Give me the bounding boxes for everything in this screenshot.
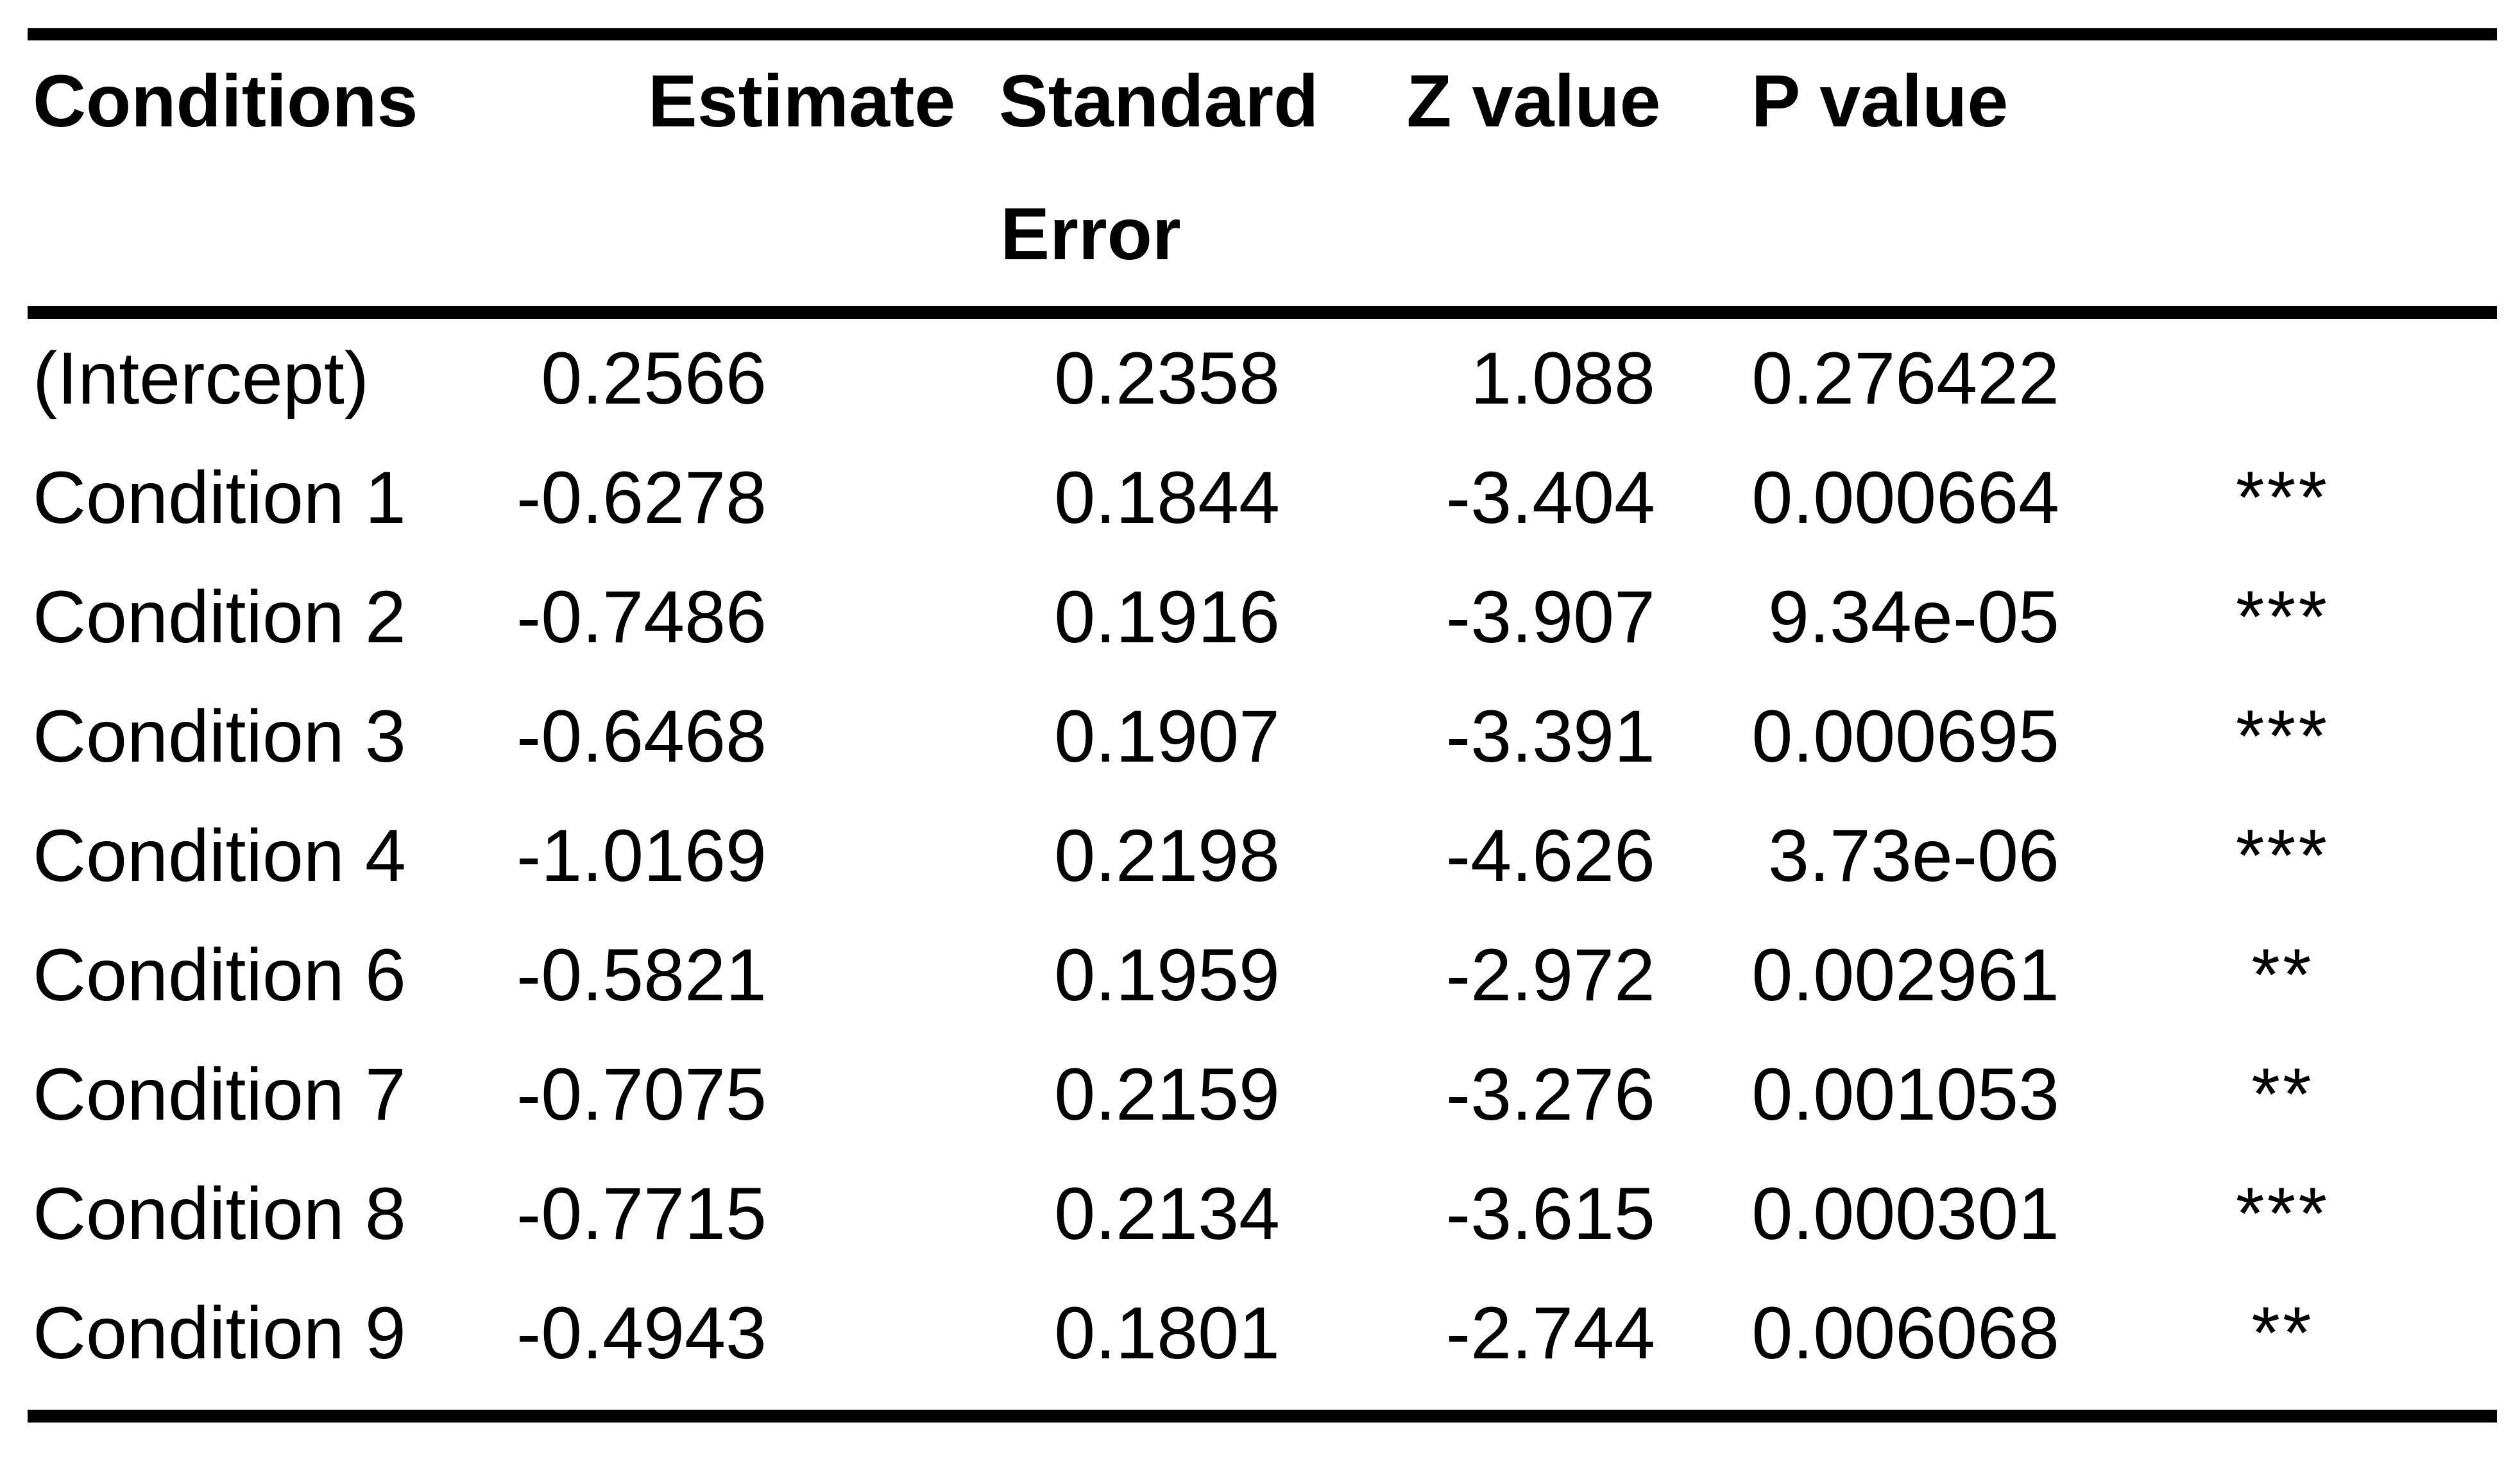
significance-cell: ***	[2235, 814, 2330, 897]
std-error-cell: 0.2159	[1054, 1053, 1280, 1136]
std-error-cell: 0.1959	[1054, 934, 1280, 1016]
std-error-cell: 0.1801	[1054, 1292, 1280, 1374]
condition-cell: Condition 1	[33, 456, 406, 539]
column-header-standard-error-line1: Standard	[999, 60, 1319, 142]
significance-cell: ***	[2235, 576, 2330, 658]
condition-cell: Condition 8	[33, 1172, 406, 1255]
std-error-cell: 0.2198	[1054, 814, 1280, 897]
estimate-cell: -0.6468	[516, 695, 767, 778]
std-error-cell: 0.1844	[1054, 456, 1280, 539]
z-value-cell: -2.972	[1445, 934, 1655, 1016]
p-value-cell: 0.006068	[1751, 1292, 2059, 1374]
table-row: Condition 2 -0.7486 0.1916 -3.907 9.34e-…	[28, 558, 2497, 677]
table-row: Condition 9 -0.4943 0.1801 -2.744 0.0060…	[28, 1274, 2497, 1393]
column-header-conditions: Conditions	[33, 60, 418, 142]
p-value-cell: 0.000695	[1751, 695, 2059, 778]
z-value-cell: -2.744	[1445, 1292, 1655, 1374]
significance-cell: ***	[2235, 695, 2330, 778]
column-header-z-value: Z value	[1406, 60, 1661, 142]
z-value-cell: 1.088	[1470, 337, 1655, 420]
estimate-cell: -0.7486	[516, 576, 767, 658]
z-value-cell: -3.276	[1445, 1053, 1655, 1136]
p-value-cell: 0.000664	[1751, 456, 2059, 539]
p-value-cell: 0.276422	[1751, 337, 2059, 420]
table-body: (Intercept) 0.2566 0.2358 1.088 0.276422…	[28, 319, 2497, 1393]
significance-cell: **	[2251, 1053, 2314, 1136]
std-error-cell: 0.1907	[1054, 695, 1280, 778]
regression-table: Conditions Estimate Standard Z value P v…	[28, 28, 2497, 1423]
z-value-cell: -3.615	[1445, 1172, 1655, 1255]
z-value-cell: -3.907	[1445, 576, 1655, 658]
std-error-cell: 0.2134	[1054, 1172, 1280, 1255]
table-row: Condition 6 -0.5821 0.1959 -2.972 0.0029…	[28, 916, 2497, 1035]
bottom-rule	[28, 1410, 2497, 1423]
estimate-cell: -0.5821	[516, 934, 767, 1016]
table-header-row-line2: Error	[28, 162, 2497, 306]
z-value-cell: -4.626	[1445, 814, 1655, 897]
z-value-cell: -3.391	[1445, 695, 1655, 778]
p-value-cell: 0.001053	[1751, 1053, 2059, 1136]
table-row: (Intercept) 0.2566 0.2358 1.088 0.276422	[28, 319, 2497, 438]
significance-cell: **	[2251, 934, 2314, 1016]
column-header-estimate: Estimate	[648, 60, 956, 142]
column-header-p-value: P value	[1751, 60, 2009, 142]
table-row: Condition 3 -0.6468 0.1907 -3.391 0.0006…	[28, 677, 2497, 796]
z-value-cell: -3.404	[1445, 456, 1655, 539]
p-value-cell: 9.34e-05	[1768, 576, 2059, 658]
condition-cell: Condition 4	[33, 814, 406, 897]
condition-cell: Condition 7	[33, 1053, 406, 1136]
significance-cell: **	[2251, 1292, 2314, 1374]
table-row: Condition 1 -0.6278 0.1844 -3.404 0.0006…	[28, 438, 2497, 558]
estimate-cell: -0.6278	[516, 456, 767, 539]
p-value-cell: 0.002961	[1751, 934, 2059, 1016]
table-header-row: Conditions Estimate Standard Z value P v…	[28, 40, 2497, 162]
condition-cell: Condition 9	[33, 1292, 406, 1374]
table-row: Condition 8 -0.7715 0.2134 -3.615 0.0003…	[28, 1154, 2497, 1274]
top-rule	[28, 28, 2497, 40]
estimate-cell: -0.7075	[516, 1053, 767, 1136]
std-error-cell: 0.1916	[1054, 576, 1280, 658]
condition-cell: Condition 6	[33, 934, 406, 1016]
condition-cell: Condition 3	[33, 695, 406, 778]
std-error-cell: 0.2358	[1054, 337, 1280, 420]
estimate-cell: -1.0169	[516, 814, 767, 897]
table-row: Condition 4 -1.0169 0.2198 -4.626 3.73e-…	[28, 796, 2497, 916]
estimate-cell: 0.2566	[541, 337, 767, 420]
estimate-cell: -0.4943	[516, 1292, 767, 1374]
condition-cell: Condition 2	[33, 576, 406, 658]
estimate-cell: -0.7715	[516, 1172, 767, 1255]
column-header-standard-error-line2: Error	[1000, 192, 1181, 275]
p-value-cell: 0.000301	[1751, 1172, 2059, 1255]
significance-cell: ***	[2235, 456, 2330, 539]
p-value-cell: 3.73e-06	[1768, 814, 2059, 897]
significance-cell: ***	[2235, 1172, 2330, 1255]
header-rule	[28, 306, 2497, 319]
table-row: Condition 7 -0.7075 0.2159 -3.276 0.0010…	[28, 1035, 2497, 1154]
condition-cell: (Intercept)	[33, 337, 370, 420]
